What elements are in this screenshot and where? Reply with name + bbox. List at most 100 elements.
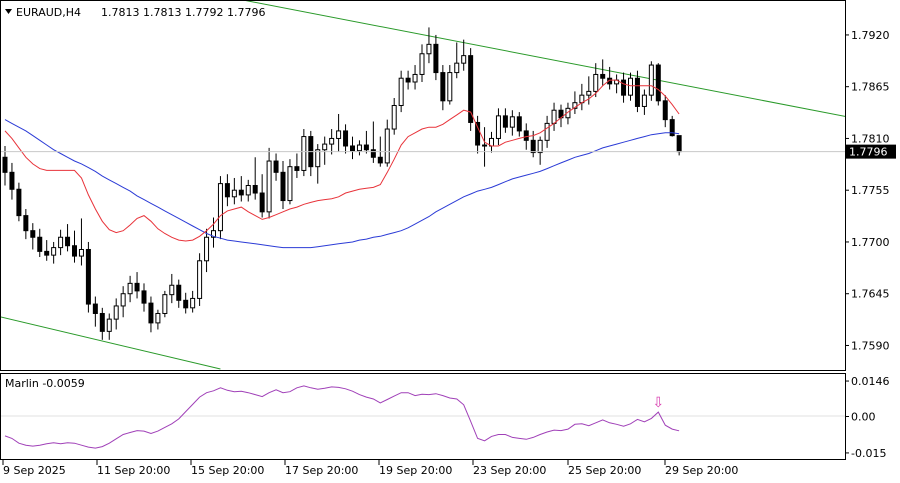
candle[interactable] <box>461 39 467 71</box>
candle[interactable] <box>628 72 633 101</box>
candle[interactable] <box>301 129 307 177</box>
candle[interactable] <box>92 296 98 327</box>
candle[interactable] <box>593 63 599 98</box>
candle[interactable] <box>238 176 244 202</box>
candle[interactable] <box>141 283 147 312</box>
price-panel[interactable] <box>0 0 867 371</box>
candle[interactable] <box>211 217 216 248</box>
candle[interactable] <box>204 228 210 273</box>
candle[interactable] <box>662 95 668 128</box>
candle[interactable] <box>2 145 8 186</box>
candle[interactable] <box>350 136 355 160</box>
candle[interactable] <box>509 110 515 136</box>
candle[interactable] <box>120 286 126 318</box>
candle[interactable] <box>252 157 258 200</box>
candle[interactable] <box>398 70 404 113</box>
candle[interactable] <box>224 174 230 207</box>
triangle-down-icon[interactable] <box>5 9 12 14</box>
candle[interactable] <box>155 309 161 330</box>
candle[interactable] <box>502 108 508 133</box>
candle[interactable] <box>655 63 661 106</box>
candle[interactable] <box>169 273 175 304</box>
candle[interactable] <box>363 130 369 154</box>
candle[interactable] <box>356 140 362 156</box>
candle[interactable] <box>113 298 119 330</box>
candle-body-bull <box>412 73 418 83</box>
candle[interactable] <box>65 224 71 252</box>
candle[interactable] <box>468 48 474 131</box>
candle[interactable] <box>231 177 237 205</box>
candle[interactable] <box>197 253 203 306</box>
candle[interactable] <box>245 179 251 202</box>
candle[interactable] <box>280 161 286 210</box>
candle[interactable] <box>44 240 50 261</box>
candle[interactable] <box>475 115 481 154</box>
candle[interactable] <box>433 34 439 81</box>
candle[interactable] <box>190 290 196 313</box>
candle[interactable] <box>634 70 640 113</box>
candle[interactable] <box>9 162 15 200</box>
candle[interactable] <box>537 136 543 165</box>
candle[interactable] <box>412 65 418 90</box>
candle[interactable] <box>565 102 571 125</box>
candle[interactable] <box>391 97 397 135</box>
candle[interactable] <box>85 241 91 313</box>
candle[interactable] <box>447 65 453 105</box>
candle[interactable] <box>621 72 627 103</box>
candle[interactable] <box>58 229 64 256</box>
candle[interactable] <box>99 307 105 340</box>
candle[interactable] <box>336 113 342 152</box>
candle-body-bear <box>363 144 369 151</box>
candle[interactable] <box>315 144 321 184</box>
time-tick-label: 9 Sep 2025 <box>3 464 66 477</box>
candle[interactable] <box>329 129 335 155</box>
candle[interactable] <box>134 272 140 299</box>
candle[interactable] <box>148 296 154 333</box>
candle[interactable] <box>322 136 328 165</box>
candle[interactable] <box>30 223 36 250</box>
candle[interactable] <box>405 70 411 90</box>
candle[interactable] <box>426 27 432 64</box>
trendline-lower[interactable] <box>0 316 221 370</box>
candle[interactable] <box>607 66 613 90</box>
candle[interactable] <box>266 147 272 219</box>
candle-body-bull <box>586 90 592 96</box>
price-axis[interactable]: 1.7920 1.7865 1.7810 1.7755 1.7700 1.7645 1.75… <box>845 29 890 353</box>
candle[interactable] <box>294 153 300 178</box>
candle[interactable] <box>273 153 279 181</box>
candle[interactable] <box>641 89 647 115</box>
candle[interactable] <box>419 44 425 82</box>
time-axis[interactable]: 9 Sep 2025 11 Sep 20:00 15 Sep 20:00 17 Sep… <box>2 460 738 477</box>
candle[interactable] <box>648 61 654 101</box>
candle[interactable] <box>78 218 84 266</box>
candle[interactable] <box>370 121 376 163</box>
candle[interactable] <box>106 313 112 340</box>
candle[interactable] <box>51 241 57 264</box>
candle-body-bear <box>65 236 71 247</box>
candle[interactable] <box>37 228 43 258</box>
candle[interactable] <box>16 182 22 222</box>
candle[interactable] <box>23 209 29 240</box>
candle[interactable] <box>454 42 460 79</box>
candle[interactable] <box>127 275 133 303</box>
candle[interactable] <box>162 290 168 318</box>
candle[interactable] <box>343 124 349 154</box>
candle[interactable] <box>440 65 446 111</box>
candle[interactable] <box>600 59 606 86</box>
candle[interactable] <box>72 230 77 263</box>
marlin-oscillator <box>4 385 680 449</box>
candle[interactable] <box>544 115 550 148</box>
candle[interactable] <box>259 174 265 218</box>
candles[interactable] <box>2 27 682 340</box>
candle[interactable] <box>384 119 390 167</box>
candle[interactable] <box>287 159 293 205</box>
candle-body-bull <box>454 62 460 74</box>
candle[interactable] <box>482 127 488 167</box>
candle[interactable] <box>183 292 189 314</box>
candle[interactable] <box>495 108 501 146</box>
candle[interactable] <box>217 176 223 240</box>
candle[interactable] <box>586 76 592 105</box>
candle[interactable] <box>176 279 182 308</box>
candle[interactable] <box>516 112 522 137</box>
